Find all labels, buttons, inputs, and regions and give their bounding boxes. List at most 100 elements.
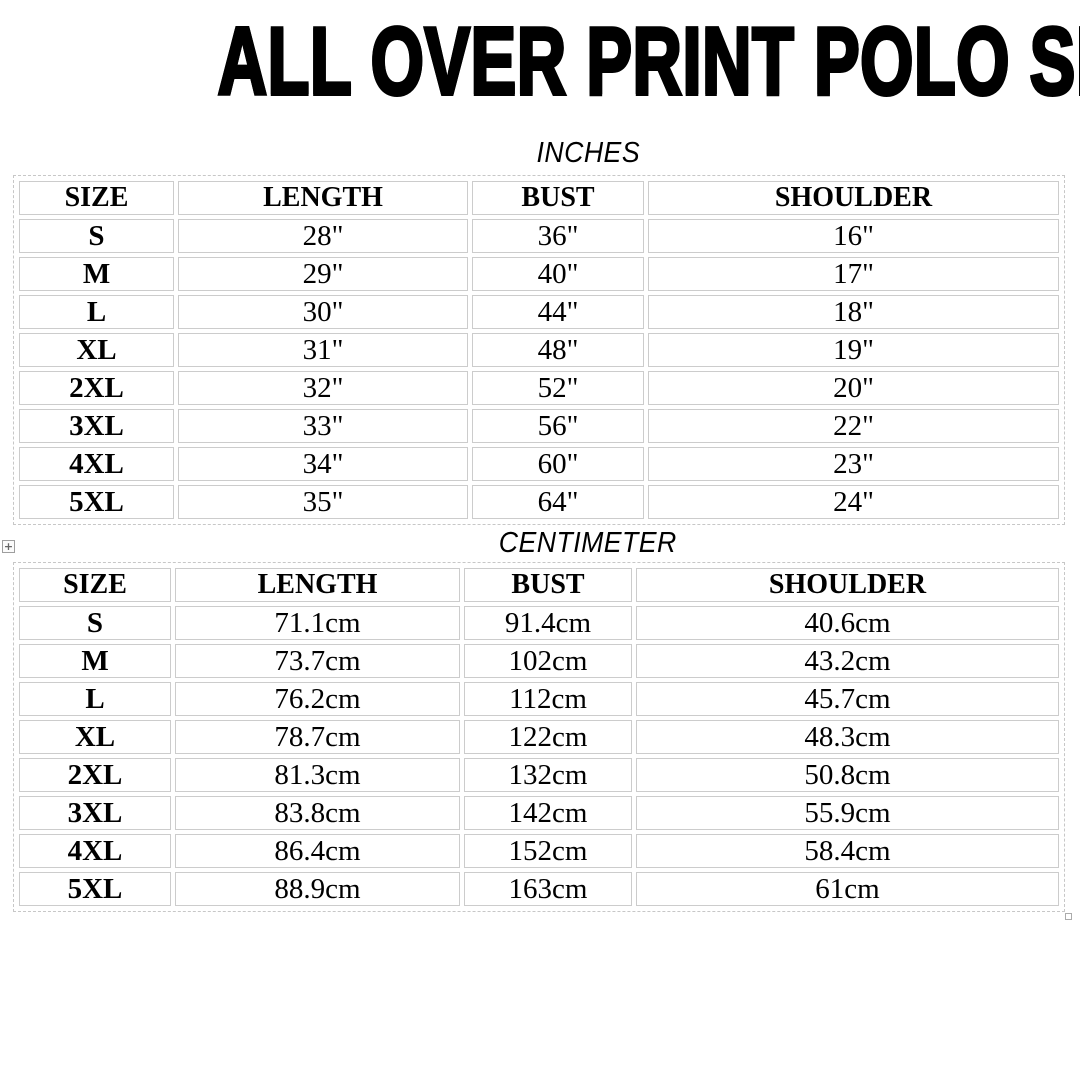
column-header-size: SIZE [19, 181, 174, 215]
column-header-length: LENGTH [178, 181, 468, 215]
table-row: 5XL 35" 64" 24" [19, 485, 1059, 519]
value-cell: 102cm [464, 644, 632, 678]
value-cell: 142cm [464, 796, 632, 830]
size-cell: L [19, 295, 174, 329]
column-header-length: LENGTH [175, 568, 460, 602]
value-cell: 18" [648, 295, 1059, 329]
table-header-row: SIZE LENGTH BUST SHOULDER [19, 568, 1059, 602]
table-row: 4XL 86.4cm 152cm 58.4cm [19, 834, 1059, 868]
size-cell: 4XL [19, 447, 174, 481]
value-cell: 24" [648, 485, 1059, 519]
value-cell: 61cm [636, 872, 1059, 906]
value-cell: 22" [648, 409, 1059, 443]
value-cell: 50.8cm [636, 758, 1059, 792]
size-table-centimeter-grid: SIZE LENGTH BUST SHOULDER S 71.1cm 91.4cm 4… [15, 564, 1063, 910]
page-title-text: ALL OVER PRINT POLO SHIRTS [216, 8, 1080, 115]
unit-label-centimeter: CENTIMETER [498, 527, 678, 559]
value-cell: 32" [178, 371, 468, 405]
page-title: ALL OVER PRINT POLO SHIRTS [0, 8, 1080, 115]
column-header-shoulder: SHOULDER [636, 568, 1059, 602]
size-table-inches-grid: SIZE LENGTH BUST SHOULDER S 28" 36" 16" M 29"… [15, 177, 1063, 523]
value-cell: 73.7cm [175, 644, 460, 678]
value-cell: 48" [472, 333, 644, 367]
value-cell: 40" [472, 257, 644, 291]
value-cell: 34" [178, 447, 468, 481]
value-cell: 28" [178, 219, 468, 253]
value-cell: 30" [178, 295, 468, 329]
table-row: XL 31" 48" 19" [19, 333, 1059, 367]
value-cell: 64" [472, 485, 644, 519]
table-row: L 30" 44" 18" [19, 295, 1059, 329]
size-cell: 5XL [19, 872, 171, 906]
table-resize-handle-icon[interactable] [1065, 913, 1072, 920]
table-move-handle-icon[interactable]: + [2, 540, 15, 553]
size-cell: 5XL [19, 485, 174, 519]
value-cell: 55.9cm [636, 796, 1059, 830]
value-cell: 33" [178, 409, 468, 443]
size-table-inches: SIZE LENGTH BUST SHOULDER S 28" 36" 16" M 29"… [13, 175, 1065, 525]
size-cell: S [19, 606, 171, 640]
unit-label-inches: INCHES [536, 137, 640, 169]
size-table-centimeter: SIZE LENGTH BUST SHOULDER S 71.1cm 91.4cm 4… [13, 562, 1065, 912]
value-cell: 45.7cm [636, 682, 1059, 716]
value-cell: 152cm [464, 834, 632, 868]
value-cell: 132cm [464, 758, 632, 792]
table-row: S 28" 36" 16" [19, 219, 1059, 253]
column-header-size: SIZE [19, 568, 171, 602]
size-cell: 2XL [19, 371, 174, 405]
table-row: 3XL 83.8cm 142cm 55.9cm [19, 796, 1059, 830]
size-cell: M [19, 644, 171, 678]
size-cell: XL [19, 333, 174, 367]
value-cell: 19" [648, 333, 1059, 367]
size-cell: XL [19, 720, 171, 754]
value-cell: 29" [178, 257, 468, 291]
value-cell: 71.1cm [175, 606, 460, 640]
table-row: XL 78.7cm 122cm 48.3cm [19, 720, 1059, 754]
column-header-bust: BUST [464, 568, 632, 602]
value-cell: 60" [472, 447, 644, 481]
size-cell: 2XL [19, 758, 171, 792]
value-cell: 56" [472, 409, 644, 443]
column-header-shoulder: SHOULDER [648, 181, 1059, 215]
value-cell: 86.4cm [175, 834, 460, 868]
value-cell: 48.3cm [636, 720, 1059, 754]
value-cell: 122cm [464, 720, 632, 754]
value-cell: 58.4cm [636, 834, 1059, 868]
value-cell: 16" [648, 219, 1059, 253]
value-cell: 112cm [464, 682, 632, 716]
size-cell: M [19, 257, 174, 291]
value-cell: 52" [472, 371, 644, 405]
table-row: 2XL 81.3cm 132cm 50.8cm [19, 758, 1059, 792]
value-cell: 83.8cm [175, 796, 460, 830]
table-row: 5XL 88.9cm 163cm 61cm [19, 872, 1059, 906]
value-cell: 31" [178, 333, 468, 367]
value-cell: 78.7cm [175, 720, 460, 754]
value-cell: 17" [648, 257, 1059, 291]
value-cell: 88.9cm [175, 872, 460, 906]
value-cell: 43.2cm [636, 644, 1059, 678]
value-cell: 76.2cm [175, 682, 460, 716]
size-cell: 3XL [19, 409, 174, 443]
table-row: 3XL 33" 56" 22" [19, 409, 1059, 443]
value-cell: 36" [472, 219, 644, 253]
value-cell: 163cm [464, 872, 632, 906]
value-cell: 91.4cm [464, 606, 632, 640]
value-cell: 23" [648, 447, 1059, 481]
table-row: L 76.2cm 112cm 45.7cm [19, 682, 1059, 716]
table-row: S 71.1cm 91.4cm 40.6cm [19, 606, 1059, 640]
value-cell: 44" [472, 295, 644, 329]
table-row: 4XL 34" 60" 23" [19, 447, 1059, 481]
table-row: M 29" 40" 17" [19, 257, 1059, 291]
value-cell: 20" [648, 371, 1059, 405]
size-cell: L [19, 682, 171, 716]
value-cell: 35" [178, 485, 468, 519]
size-cell: 4XL [19, 834, 171, 868]
value-cell: 40.6cm [636, 606, 1059, 640]
table-row: M 73.7cm 102cm 43.2cm [19, 644, 1059, 678]
table-header-row: SIZE LENGTH BUST SHOULDER [19, 181, 1059, 215]
table-row: 2XL 32" 52" 20" [19, 371, 1059, 405]
column-header-bust: BUST [472, 181, 644, 215]
size-cell: S [19, 219, 174, 253]
value-cell: 81.3cm [175, 758, 460, 792]
